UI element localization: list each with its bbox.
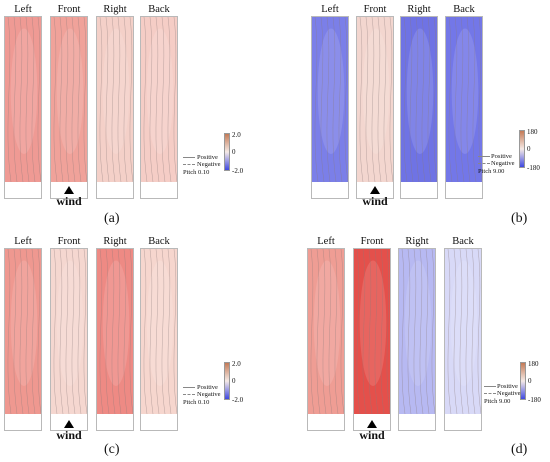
legend-positive-line bbox=[478, 156, 490, 157]
face-label-right: Right bbox=[405, 236, 429, 247]
face-label-back: Back bbox=[453, 4, 475, 15]
panel-c: Left Front Right Back wind (c) 2.0 0 -2.… bbox=[0, 231, 275, 462]
wind-arrow-icon bbox=[367, 420, 377, 428]
wind-arrow-icon bbox=[370, 186, 380, 194]
legend-pitch: Pitch 9.00 bbox=[484, 398, 511, 405]
contour-face-front bbox=[50, 16, 88, 199]
wind-label: wind bbox=[56, 194, 82, 208]
colorbar-mid: 0 bbox=[232, 377, 236, 385]
contour-face-back bbox=[140, 16, 178, 199]
face-label-front: Front bbox=[57, 4, 81, 15]
contour-face-left bbox=[4, 16, 42, 199]
legend-negative: Negative bbox=[491, 160, 515, 167]
contour-face-back bbox=[444, 248, 482, 431]
legend-negative-line bbox=[484, 393, 496, 394]
legend-negative-line bbox=[478, 163, 490, 164]
panel-a: Left Front Right Back wind (a) 2.0 0 -2.… bbox=[0, 0, 275, 231]
panel-label: (a) bbox=[104, 211, 120, 226]
legend-negative: Negative bbox=[197, 161, 221, 168]
colorbar-max: 2.0 bbox=[232, 131, 241, 139]
legend-positive-line bbox=[484, 386, 496, 387]
face-label-front: Front bbox=[57, 236, 81, 247]
colorbar-min: -180 bbox=[528, 396, 541, 404]
contour-face-front bbox=[50, 248, 88, 431]
colorbar bbox=[519, 130, 525, 168]
colorbar-min: -2.0 bbox=[232, 396, 244, 404]
legend-positive-line bbox=[183, 157, 195, 158]
colorbar-max: 180 bbox=[527, 128, 538, 136]
wind-label: wind bbox=[362, 194, 388, 208]
colorbar bbox=[520, 362, 526, 400]
legend-positive: Positive bbox=[197, 154, 218, 161]
legend-negative: Negative bbox=[197, 391, 221, 398]
face-label-left: Left bbox=[14, 4, 32, 15]
legend-positive: Positive bbox=[491, 153, 512, 160]
wind-arrow-icon bbox=[64, 420, 74, 428]
contour-face-right bbox=[398, 248, 436, 431]
contour-face-front bbox=[356, 16, 394, 199]
colorbar-max: 2.0 bbox=[232, 360, 241, 368]
legend-pitch: Pitch 0.10 bbox=[183, 169, 210, 176]
panel-label: (c) bbox=[104, 442, 120, 457]
contour-face-right bbox=[96, 16, 134, 199]
legend-negative-line bbox=[183, 164, 195, 165]
wind-arrow-icon bbox=[64, 186, 74, 194]
face-label-back: Back bbox=[148, 4, 170, 15]
panel-label: (b) bbox=[511, 211, 528, 226]
colorbar bbox=[224, 362, 230, 400]
contour-face-left bbox=[311, 16, 349, 199]
face-label-right: Right bbox=[103, 236, 127, 247]
legend-pitch: Pitch 9.00 bbox=[478, 168, 505, 175]
face-label-left: Left bbox=[14, 236, 32, 247]
face-label-right: Right bbox=[407, 4, 431, 15]
panel-label: (d) bbox=[511, 442, 528, 457]
contour-face-right bbox=[96, 248, 134, 431]
colorbar-max: 180 bbox=[528, 360, 539, 368]
face-label-left: Left bbox=[321, 4, 339, 15]
contour-face-back bbox=[140, 248, 178, 431]
colorbar-mid: 0 bbox=[232, 148, 236, 156]
legend-negative: Negative bbox=[497, 390, 521, 397]
wind-label: wind bbox=[359, 428, 385, 442]
face-label-left: Left bbox=[317, 236, 335, 247]
contour-face-back bbox=[445, 16, 483, 199]
colorbar-min: -2.0 bbox=[232, 167, 244, 175]
colorbar-mid: 0 bbox=[527, 145, 531, 153]
face-label-front: Front bbox=[363, 4, 387, 15]
contour-face-front bbox=[353, 248, 391, 431]
colorbar-mid: 0 bbox=[528, 377, 532, 385]
contour-face-right bbox=[400, 16, 438, 199]
face-label-back: Back bbox=[148, 236, 170, 247]
wind-label: wind bbox=[56, 428, 82, 442]
colorbar-min: -180 bbox=[527, 164, 540, 172]
legend-positive-line bbox=[183, 387, 195, 388]
contour-face-left bbox=[307, 248, 345, 431]
face-label-front: Front bbox=[360, 236, 384, 247]
legend-pitch: Pitch 0.10 bbox=[183, 399, 210, 406]
panel-b: Left Front Right Back wind (b) 180 0 -18… bbox=[275, 0, 550, 231]
colorbar bbox=[224, 133, 230, 171]
contour-face-left bbox=[4, 248, 42, 431]
panel-d: Left Front Right Back wind (d) 180 0 -18… bbox=[275, 231, 550, 462]
legend-positive: Positive bbox=[197, 384, 218, 391]
legend-negative-line bbox=[183, 394, 195, 395]
legend-positive: Positive bbox=[497, 383, 518, 390]
face-label-right: Right bbox=[103, 4, 127, 15]
face-label-back: Back bbox=[452, 236, 474, 247]
